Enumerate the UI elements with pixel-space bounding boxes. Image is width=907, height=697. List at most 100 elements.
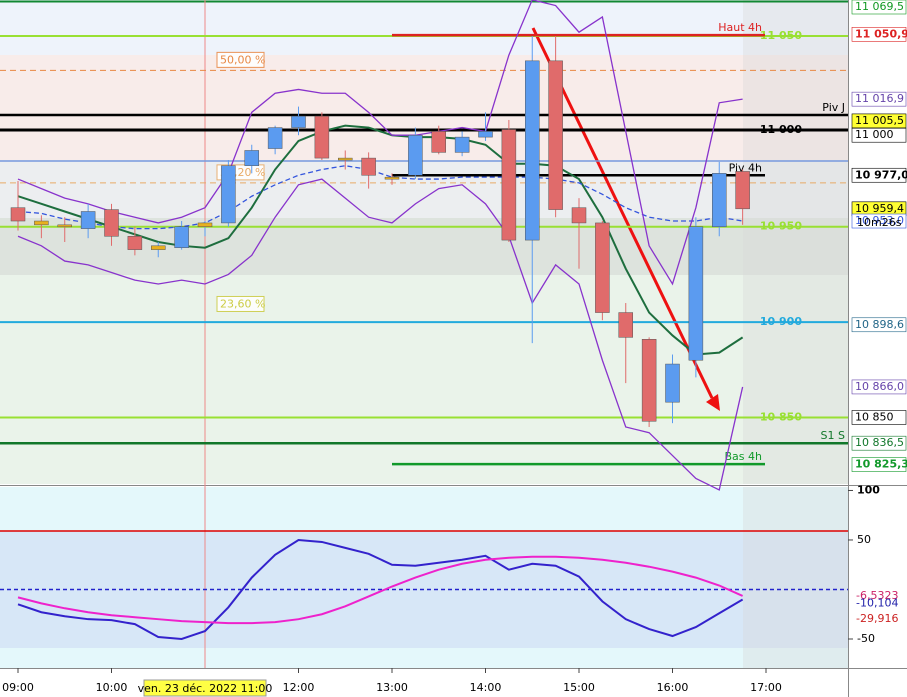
future-zone	[743, 487, 848, 668]
price-label-box	[851, 213, 907, 229]
x-tick-label: 12:00	[283, 681, 315, 694]
candle-body	[314, 115, 330, 159]
candle-body	[618, 312, 634, 338]
zone	[0, 275, 848, 484]
price-label-box	[851, 91, 907, 107]
candle-body	[571, 207, 587, 224]
candle-body	[712, 173, 727, 227]
price-label: 10 836,5	[855, 436, 904, 449]
level-label: 11 000	[760, 123, 802, 136]
x-tick-label: 17:00	[750, 681, 782, 694]
timer: 10m26s	[857, 216, 902, 229]
x-tick-label: 13:00	[376, 681, 408, 694]
price-label: 10 898,6	[855, 318, 904, 331]
zone	[0, 55, 848, 160]
osc-line	[17, 538, 744, 641]
fib-label: 23,60 %	[220, 297, 265, 310]
candle-body	[244, 150, 259, 166]
price-label: 11 069,5	[855, 0, 904, 13]
candle-body	[104, 209, 119, 237]
overlay-line	[17, 0, 743, 286]
candle-body	[337, 157, 353, 161]
price-label: 10 953,0	[855, 214, 904, 227]
price-label-box	[851, 113, 907, 129]
price-label-box	[851, 0, 907, 15]
arrow-head	[706, 394, 720, 411]
x-tick-label: 16:00	[657, 681, 689, 694]
overlay-line	[17, 178, 744, 491]
price-label-box	[851, 379, 907, 395]
fib-label-box	[216, 295, 265, 312]
price-label: 10 977,0	[855, 168, 907, 181]
level-label: 10 850	[760, 410, 802, 423]
price-label-box	[851, 457, 907, 472]
candle-body	[641, 339, 657, 422]
candle-body	[57, 224, 72, 228]
candle-body	[735, 171, 750, 210]
cursor-label: ven. 23 déc. 2022 11:00	[138, 682, 273, 695]
candle-body	[174, 226, 189, 248]
price-label-box	[851, 167, 907, 183]
candle-body	[665, 363, 680, 403]
y-tick-label: -50	[857, 632, 875, 645]
level-label: 10 950	[760, 220, 802, 233]
x-tick-label: 14:00	[470, 681, 502, 694]
candle-body	[478, 131, 493, 138]
osc-line	[17, 555, 744, 625]
price-label: 10 825,3	[855, 458, 907, 471]
y-tick-label: 100	[857, 483, 880, 496]
price-label: 10 959,4	[855, 202, 904, 215]
candle-body	[501, 129, 517, 241]
candle-body	[34, 220, 49, 226]
price-label: 11 050,9	[855, 27, 907, 40]
pivot-label: Piv 4h	[729, 161, 762, 174]
price-label: 10 866,0	[855, 380, 904, 393]
pivot-label: Bas 4h	[725, 450, 763, 463]
candle-body	[524, 60, 540, 241]
x-tick-label: 10:00	[96, 681, 128, 694]
price-label-box	[851, 317, 907, 333]
candle-body	[291, 115, 306, 128]
candle-body	[454, 136, 470, 153]
price-label-box	[851, 435, 907, 451]
candle-body	[548, 60, 563, 210]
fib-label: 50,00 %	[220, 53, 265, 66]
x-tick-label: 09:00	[2, 681, 34, 694]
level-label: 10 900	[760, 315, 802, 328]
pivot-label: S1 S	[821, 429, 845, 442]
candle-body	[361, 157, 376, 176]
candle-body	[688, 226, 704, 361]
candle-body	[197, 222, 213, 227]
price-label: 11 016,9	[855, 92, 904, 105]
candle-body	[267, 127, 283, 149]
future-zone	[743, 0, 848, 484]
end-label: -10,104	[856, 596, 898, 609]
end-label: -6,5323	[856, 589, 898, 602]
end-label: -29,916	[856, 612, 898, 625]
candle-body	[431, 131, 446, 153]
overlay-line	[17, 165, 743, 230]
candle-body	[150, 245, 166, 250]
price-label-box	[851, 127, 907, 143]
fib-label-box	[216, 51, 265, 68]
zone	[0, 160, 848, 218]
candle-body	[10, 207, 26, 222]
price-label-box	[851, 410, 907, 425]
price-label: 11 005,5	[855, 114, 904, 127]
level-label: 11 050	[760, 29, 802, 42]
candle-body	[80, 211, 96, 229]
candle-body	[127, 236, 143, 250]
pivot-label: Piv J	[822, 101, 845, 114]
candle-body	[595, 222, 610, 313]
price-label-box	[851, 27, 907, 42]
cursor-label-box	[143, 679, 267, 697]
price-label: 11 000	[855, 128, 894, 141]
candle-body	[384, 176, 400, 180]
y-tick-label: 50	[857, 533, 871, 546]
price-label: 10 850	[855, 410, 894, 423]
candle-body	[221, 165, 236, 224]
x-tick-label: 15:00	[563, 681, 595, 694]
osc-axis: 100 50 -50	[848, 483, 880, 645]
